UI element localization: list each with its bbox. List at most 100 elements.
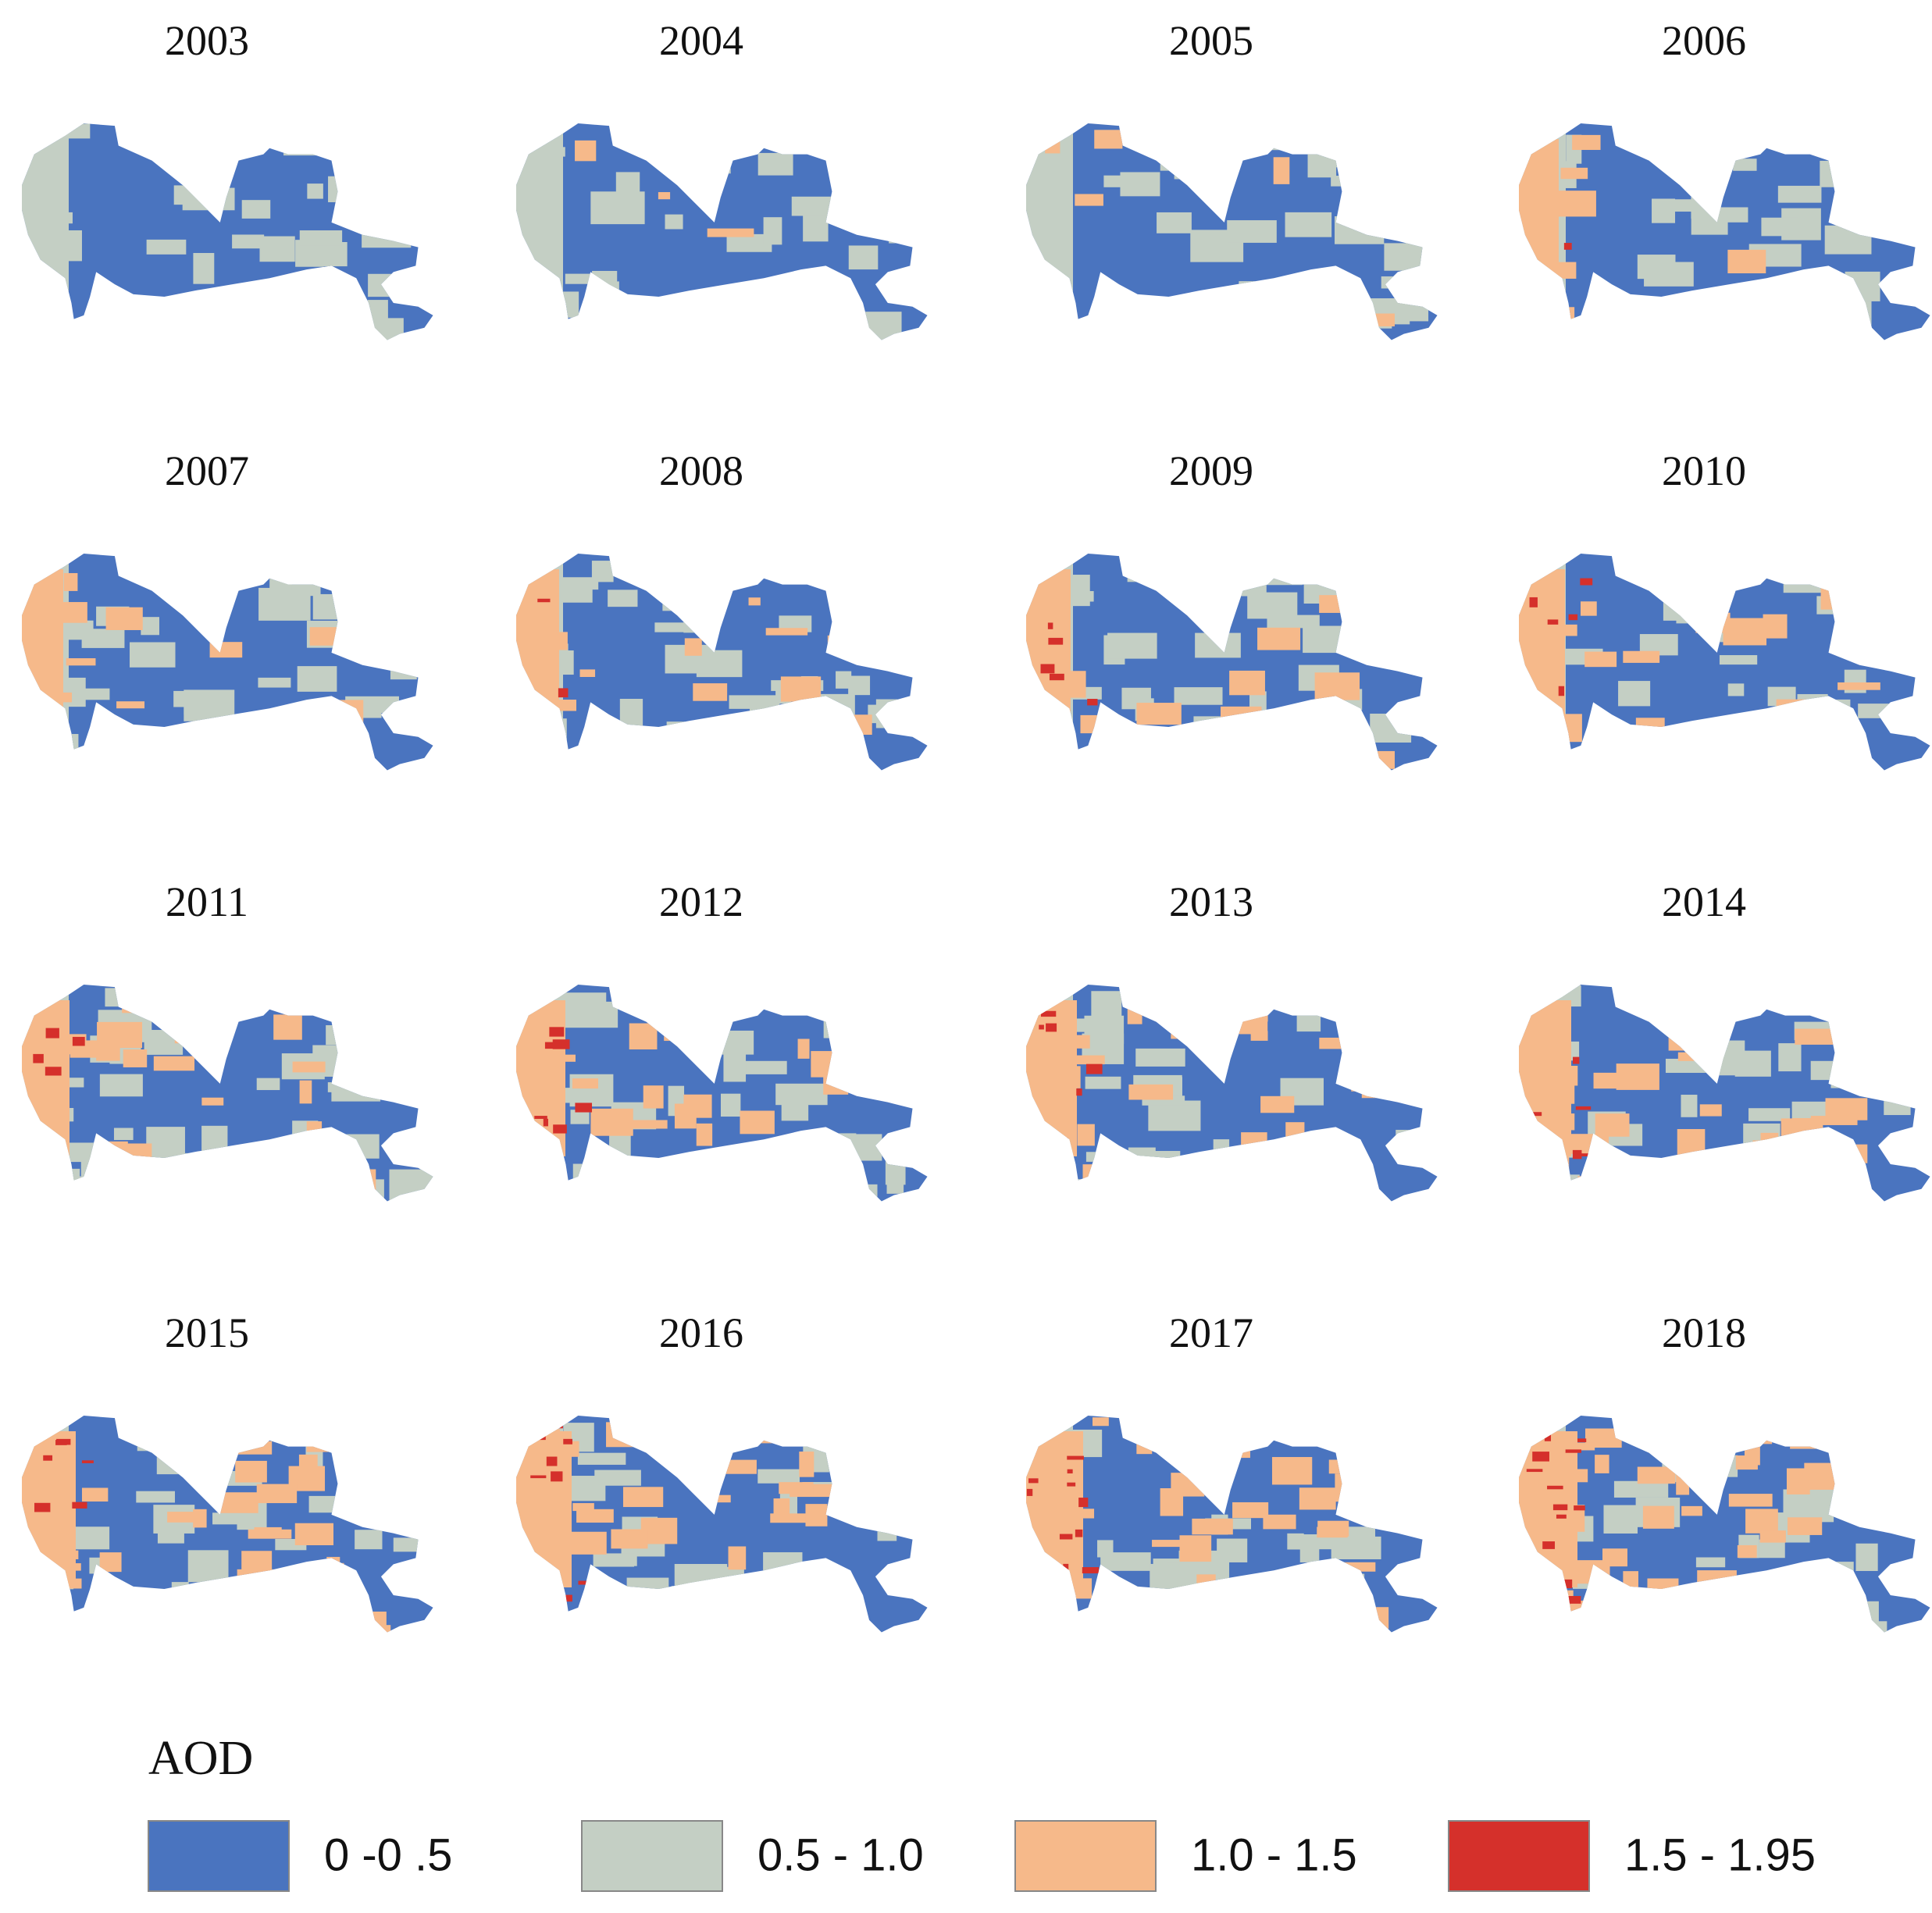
class-area [1545,1195,1561,1202]
class-area [184,689,235,721]
class-area [524,1156,563,1173]
class-area [1255,1582,1302,1594]
class-area [1845,271,1880,301]
class-area [1181,143,1207,175]
class-area [69,1526,110,1550]
class-area [757,152,793,176]
class-area [259,236,295,262]
class-area [393,1537,430,1552]
class-area [1542,1609,1561,1633]
class-area [1370,713,1412,743]
class-area [1328,146,1380,168]
class-area [720,1093,741,1117]
map-panel: 2015 [22,1309,433,1633]
class-area [565,1594,572,1602]
class-area [683,614,705,633]
legend-swatch [148,1820,290,1892]
class-area [834,1188,866,1202]
class-area [1227,995,1268,1022]
class-area [1676,1003,1694,1021]
class-area [1837,639,1855,654]
class-area [1688,312,1724,322]
class-area [575,140,597,162]
class-area [258,677,291,688]
class-area [1697,1570,1737,1589]
class-area [1076,1088,1082,1096]
class-area [1292,1416,1339,1424]
class-area [823,1070,849,1095]
class-area [331,1088,381,1102]
class-area [192,1628,223,1633]
class-area [306,1435,348,1452]
class-area [591,561,614,582]
class-area [1670,322,1716,332]
class-area [1382,561,1404,592]
class-area [326,1024,380,1046]
class-area [1242,1198,1279,1202]
class-area [537,598,551,603]
class-area [1330,1417,1382,1440]
class-area [1274,732,1326,763]
class-area [721,741,773,771]
class-area [1026,714,1058,728]
class-area [1696,1009,1713,1037]
class-area [823,1133,857,1150]
class-area [1136,1430,1153,1455]
class-area [1046,1023,1057,1032]
class-area [174,1453,197,1469]
class-area [1757,557,1795,573]
class-area [299,1080,312,1104]
class-area [356,1054,391,1082]
class-area [847,1068,879,1078]
map-panel: 2014 [1519,878,1930,1202]
class-area [657,1432,686,1448]
class-area [253,711,276,742]
class-area [1354,135,1369,148]
class-area [1748,1573,1786,1593]
class-area [1553,1607,1567,1612]
class-area [1128,1147,1156,1173]
class-area [749,696,767,729]
class-area [283,135,326,156]
panel-title: 2011 [166,878,248,925]
class-area [308,558,352,581]
region-map [516,985,928,1202]
class-area [1519,1000,1571,1156]
class-area [703,130,723,162]
class-area [1669,1018,1700,1030]
class-area [1681,752,1716,771]
class-area [665,214,683,230]
class-area [1783,1489,1834,1523]
class-area [770,1422,788,1443]
class-area [807,1180,822,1195]
class-area [56,746,72,752]
class-area [775,1083,828,1106]
region-fill [22,123,433,340]
class-area [352,174,383,205]
class-area [1603,1505,1638,1534]
class-area [1105,762,1125,771]
class-area [578,1580,593,1585]
class-area [1706,564,1740,584]
class-area [609,1622,655,1633]
class-area [1793,1566,1839,1583]
class-area [1297,1619,1315,1633]
class-area [1532,1452,1549,1462]
class-area [707,150,731,174]
class-area [1275,1612,1299,1633]
class-area [255,742,274,756]
class-area [1360,1044,1410,1071]
region-map [1519,1416,1930,1633]
panel-title: 2009 [1169,447,1253,494]
class-area [1520,764,1561,771]
class-area [1071,1179,1118,1202]
class-area [666,1611,702,1627]
class-area [1063,1584,1071,1591]
class-area [1108,1619,1150,1633]
class-area [1247,592,1298,619]
region-fill [516,985,928,1202]
class-area [533,1589,565,1600]
class-area [1866,1452,1913,1473]
class-area [1851,187,1898,195]
panel-title: 2013 [1169,878,1253,925]
